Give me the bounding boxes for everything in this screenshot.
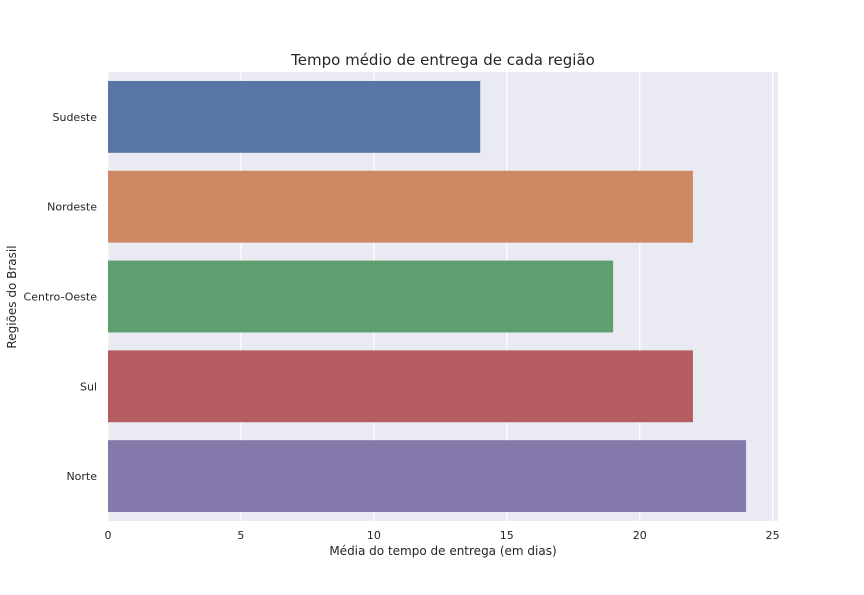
y-tick-label: Norte [66, 470, 97, 483]
x-tick-label: 5 [237, 529, 244, 542]
x-axis-label: Média do tempo de entrega (em dias) [329, 544, 556, 558]
y-tick-label: Sul [80, 380, 97, 393]
bar-centro-oeste [108, 260, 614, 333]
x-tick-label: 15 [500, 529, 514, 542]
x-tick-label: 10 [367, 529, 381, 542]
y-tick-label: Nordeste [47, 201, 97, 214]
x-tick-label: 25 [766, 529, 780, 542]
y-tick-label: Sudeste [52, 111, 97, 124]
x-tick-label: 0 [105, 529, 112, 542]
bar-sul [108, 350, 693, 423]
chart-title: Tempo médio de entrega de cada região [290, 51, 595, 69]
x-tick-label: 20 [633, 529, 647, 542]
x-axis-ticks: 0 5 10 15 20 25 [105, 529, 780, 542]
bar-nordeste [108, 170, 693, 243]
bar-sudeste [108, 80, 481, 153]
y-axis-label: Regiões do Brasil [5, 245, 19, 348]
y-axis-ticks: Sudeste Nordeste Centro-Oeste Sul Norte [24, 111, 98, 483]
y-tick-label: Centro-Oeste [24, 291, 98, 304]
bar-norte [108, 440, 747, 513]
bars [108, 80, 747, 513]
